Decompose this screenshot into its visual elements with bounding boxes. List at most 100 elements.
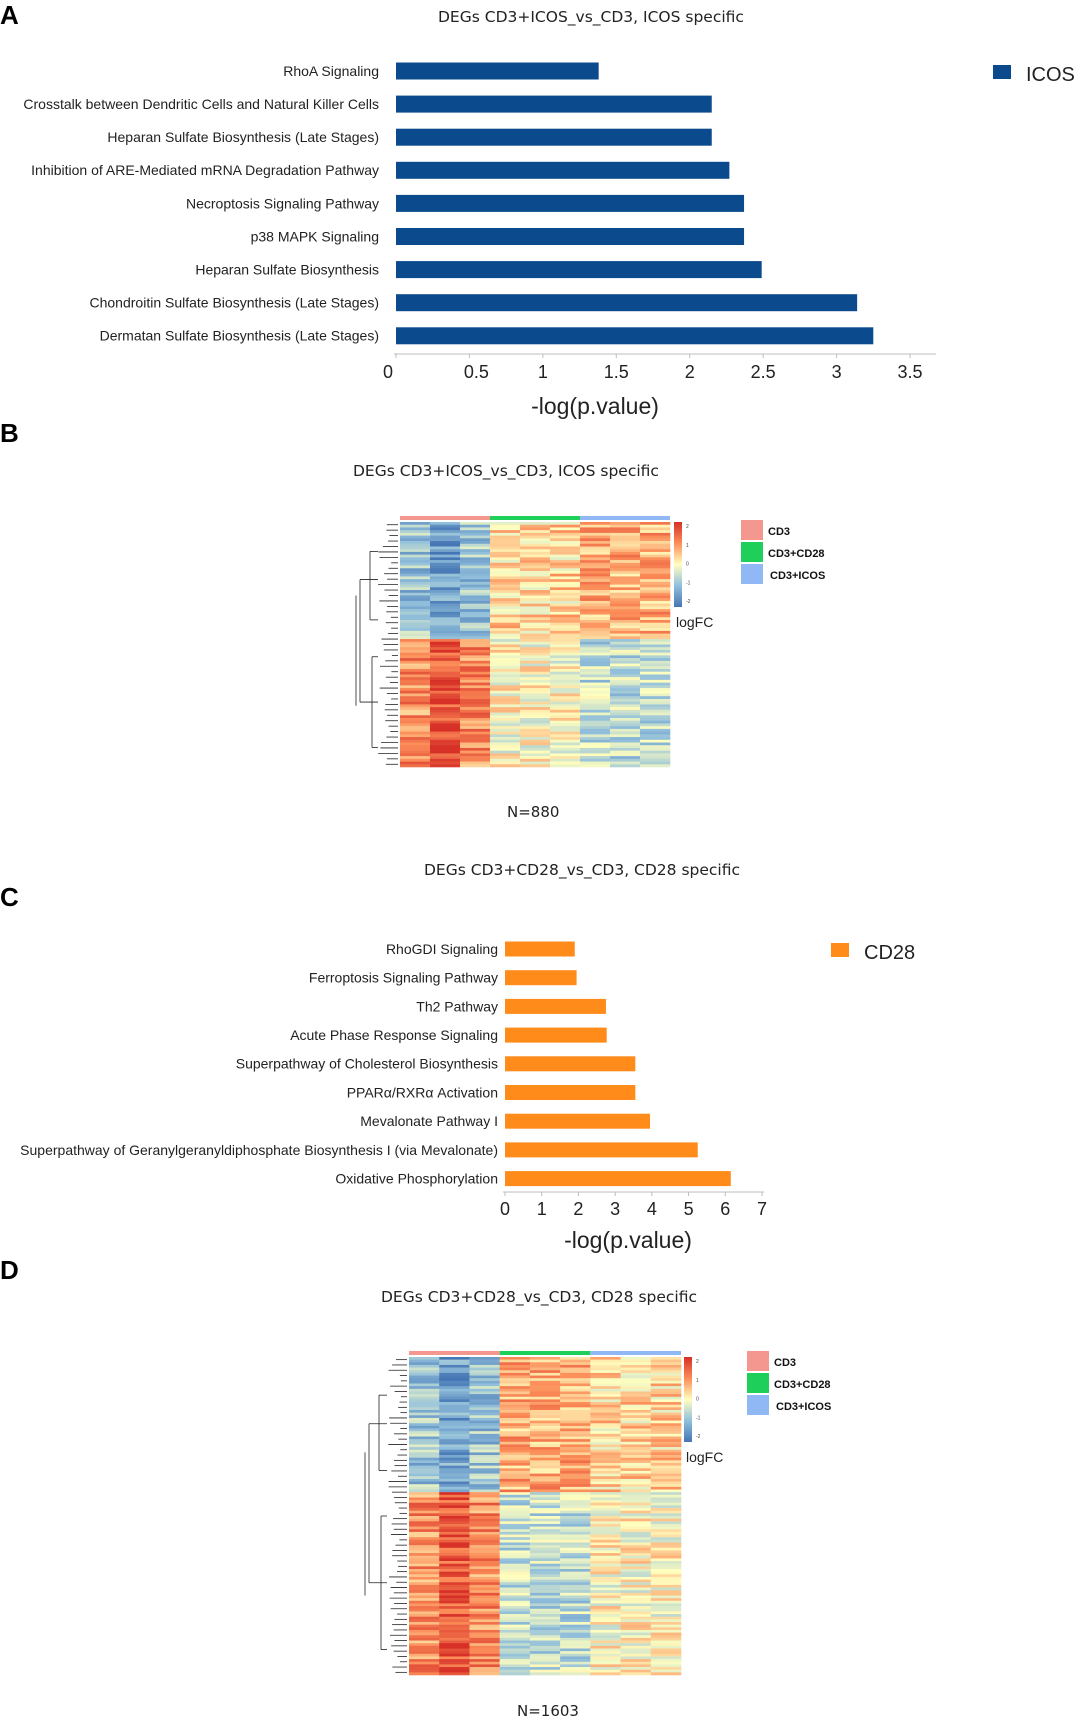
chart-b-cell bbox=[460, 592, 491, 596]
chart-b-cell bbox=[580, 761, 611, 765]
chart-d-cell bbox=[620, 1444, 652, 1448]
chart-d-cell bbox=[650, 1542, 682, 1546]
chart-d-cell bbox=[469, 1375, 500, 1379]
chart-d-cell bbox=[590, 1372, 621, 1376]
chart-d-cell bbox=[620, 1380, 652, 1384]
chart-d-cell bbox=[650, 1531, 682, 1535]
chart-b-cell bbox=[430, 644, 461, 648]
chart-d-cell bbox=[560, 1584, 591, 1588]
chart-b-cell bbox=[640, 682, 671, 686]
chart-b-cell bbox=[490, 639, 521, 643]
chart-d-cell bbox=[499, 1629, 531, 1633]
chart-d-cell bbox=[469, 1629, 500, 1633]
chart-d-cell bbox=[529, 1659, 561, 1663]
chart-b-cell bbox=[460, 677, 491, 681]
chart-b-cell bbox=[430, 734, 461, 738]
chart-d-cell bbox=[439, 1645, 470, 1649]
chart-d-cell bbox=[409, 1468, 440, 1472]
chart-a-x-tick-label: 0 bbox=[383, 362, 393, 382]
chart-d-cell bbox=[439, 1629, 470, 1633]
chart-d-cell bbox=[529, 1447, 561, 1451]
chart-b-cell bbox=[520, 734, 551, 738]
chart-d-cell bbox=[499, 1553, 531, 1557]
chart-d-cell bbox=[650, 1539, 682, 1543]
chart-b-cell bbox=[430, 720, 461, 724]
chart-d-cell bbox=[620, 1478, 652, 1482]
chart-d-cell bbox=[560, 1439, 591, 1443]
chart-d-cell bbox=[439, 1547, 470, 1551]
chart-b-cell bbox=[580, 538, 611, 542]
chart-d-cell bbox=[469, 1505, 500, 1509]
chart-d-cell bbox=[409, 1542, 440, 1546]
chart-d-cell bbox=[469, 1659, 500, 1663]
chart-d-cell bbox=[590, 1667, 621, 1670]
chart-d-cell bbox=[469, 1653, 500, 1657]
chart-d-cell bbox=[469, 1637, 500, 1641]
chart-d-cell bbox=[650, 1619, 682, 1623]
chart-b-cell bbox=[520, 522, 551, 526]
chart-b-cell bbox=[490, 641, 521, 645]
chart-d-cell bbox=[620, 1648, 652, 1652]
chart-d-cell bbox=[560, 1375, 591, 1379]
chart-d-cell bbox=[439, 1497, 470, 1501]
chart-d-cell bbox=[469, 1563, 500, 1567]
chart-d-cell bbox=[620, 1447, 652, 1451]
chart-d-cell bbox=[560, 1614, 591, 1617]
chart-d-cell bbox=[590, 1587, 621, 1591]
chart-b-cell bbox=[430, 715, 461, 719]
chart-b-cell bbox=[520, 622, 551, 626]
chart-b-cell bbox=[430, 753, 461, 757]
chart-d-cell bbox=[590, 1378, 621, 1382]
chart-b-cell bbox=[610, 614, 641, 618]
chart-d-cell bbox=[620, 1587, 652, 1591]
chart-d-cell bbox=[439, 1380, 470, 1384]
chart-d-cell bbox=[499, 1600, 531, 1604]
chart-d-cell bbox=[590, 1388, 621, 1392]
chart-d-cell bbox=[409, 1391, 440, 1395]
chart-d-cell bbox=[469, 1489, 500, 1493]
chart-b-cell bbox=[640, 524, 671, 528]
chart-d-cell bbox=[620, 1505, 652, 1509]
chart-b-cell bbox=[520, 636, 551, 640]
chart-b-cell bbox=[580, 758, 611, 762]
chart-d-cell bbox=[499, 1484, 531, 1488]
chart-d-cell bbox=[620, 1497, 652, 1501]
chart-b-cell bbox=[580, 726, 611, 730]
chart-b-cell bbox=[430, 541, 461, 545]
chart-d-cell bbox=[650, 1606, 682, 1610]
chart-d-cell bbox=[620, 1606, 652, 1610]
chart-d-cell bbox=[650, 1534, 682, 1538]
chart-b-cell bbox=[580, 704, 611, 708]
chart-b-cell bbox=[400, 649, 431, 653]
chart-b-cell bbox=[490, 734, 521, 738]
chart-d-cell bbox=[439, 1648, 470, 1652]
chart-b-cell bbox=[430, 674, 461, 678]
chart-d-cell bbox=[439, 1359, 470, 1363]
chart-d-cell bbox=[620, 1470, 652, 1474]
chart-d-cell bbox=[560, 1357, 591, 1360]
chart-b-cell bbox=[520, 541, 551, 545]
chart-b-cell bbox=[460, 758, 491, 762]
chart-d-cell bbox=[499, 1651, 531, 1655]
chart-d-cell bbox=[409, 1444, 440, 1448]
chart-d-cell bbox=[529, 1600, 561, 1604]
chart-d-cell bbox=[529, 1444, 561, 1448]
chart-b-cell bbox=[490, 524, 521, 528]
chart-d-cell bbox=[439, 1460, 470, 1464]
chart-d-cell bbox=[529, 1558, 561, 1562]
chart-d-cell bbox=[439, 1550, 470, 1554]
chart-b-cell bbox=[460, 595, 491, 599]
chart-d-cell bbox=[439, 1537, 470, 1541]
chart-d-cell bbox=[560, 1576, 591, 1580]
chart-b-cell bbox=[580, 688, 611, 692]
chart-d-cell bbox=[650, 1364, 682, 1368]
chart-b-cell bbox=[430, 709, 461, 713]
chart-b-cell bbox=[550, 532, 581, 536]
chart-d-cell bbox=[469, 1364, 500, 1368]
chart-d-cell bbox=[469, 1449, 500, 1453]
chart-d-cell bbox=[620, 1571, 652, 1575]
chart-d-cell bbox=[590, 1391, 621, 1395]
chart-d-cell bbox=[650, 1550, 682, 1554]
chart-b-cell bbox=[460, 617, 491, 621]
